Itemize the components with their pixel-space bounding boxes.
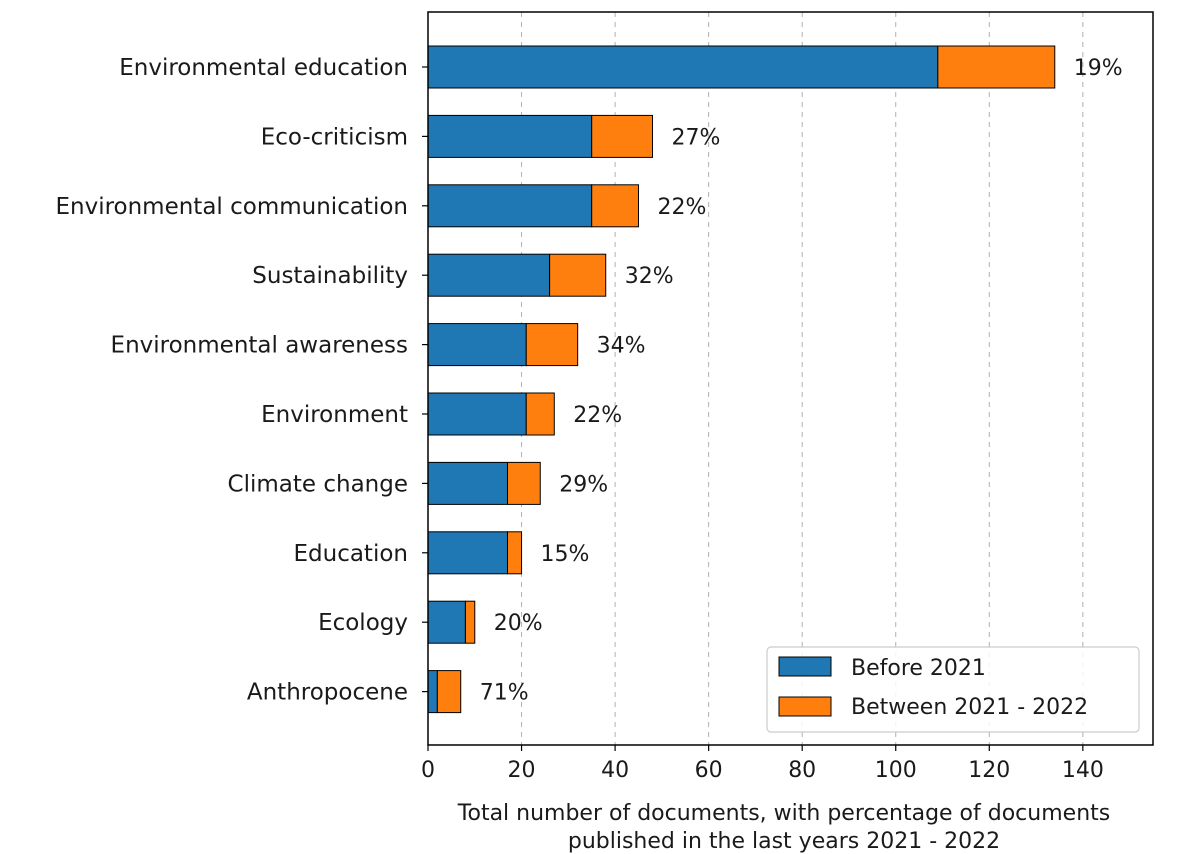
percentage-label: 71% bbox=[480, 681, 529, 706]
bar-before-2021 bbox=[427, 114, 593, 158]
percentage-label: 29% bbox=[559, 472, 608, 497]
bar-before-2021 bbox=[427, 323, 527, 367]
category-label: Anthropocene bbox=[247, 680, 408, 706]
percentage-label: 32% bbox=[625, 264, 674, 289]
x-tick-label: 80 bbox=[788, 758, 816, 783]
legend-swatch-between-2021-2022 bbox=[778, 696, 832, 717]
legend-label-between-2021-2022: Between 2021 - 2022 bbox=[851, 695, 1088, 720]
percentage-label: 27% bbox=[672, 125, 721, 150]
legend-swatch-before-2021 bbox=[778, 656, 832, 677]
bar-between-2021-2022 bbox=[507, 531, 523, 575]
x-tick-label: 120 bbox=[968, 758, 1010, 783]
percentage-label: 22% bbox=[657, 195, 706, 220]
x-tick-label: 40 bbox=[601, 758, 629, 783]
category-label: Climate change bbox=[228, 471, 408, 497]
legend: Before 2021 Between 2021 - 2022 bbox=[766, 646, 1140, 733]
percentage-label: 19% bbox=[1074, 56, 1123, 81]
bar-before-2021 bbox=[427, 600, 466, 644]
bar-between-2021-2022 bbox=[525, 392, 555, 436]
x-tick-label: 140 bbox=[1062, 758, 1104, 783]
bar-before-2021 bbox=[427, 531, 509, 575]
category-label: Eco-criticism bbox=[261, 124, 408, 150]
x-axis-label-line-2: published in the last years 2021 - 2022 bbox=[568, 829, 1000, 854]
category-label: Environment bbox=[261, 402, 408, 428]
legend-frame bbox=[766, 646, 1140, 733]
bar-between-2021-2022 bbox=[436, 670, 462, 714]
percentage-label: 34% bbox=[597, 334, 646, 359]
percentage-label: 22% bbox=[573, 403, 622, 428]
bars bbox=[427, 45, 1056, 714]
x-tick-label: 0 bbox=[421, 758, 435, 783]
bar-between-2021-2022 bbox=[507, 461, 541, 505]
bar-between-2021-2022 bbox=[525, 323, 579, 367]
x-axis-label-line-1: Total number of documents, with percenta… bbox=[457, 801, 1110, 826]
percentage-label: 20% bbox=[494, 611, 543, 636]
x-tick-label: 20 bbox=[508, 758, 536, 783]
bar-before-2021 bbox=[427, 461, 509, 505]
category-label: Environmental communication bbox=[55, 194, 408, 220]
bar-between-2021-2022 bbox=[937, 45, 1056, 89]
category-label: Environmental education bbox=[119, 55, 408, 81]
category-label: Ecology bbox=[318, 610, 408, 636]
percentage-label: 15% bbox=[541, 542, 590, 567]
legend-label-before-2021: Before 2021 bbox=[851, 656, 986, 681]
plot-frame bbox=[427, 11, 1154, 746]
bar-between-2021-2022 bbox=[549, 253, 607, 297]
x-tick-label: 100 bbox=[875, 758, 917, 783]
bar-before-2021 bbox=[427, 253, 551, 297]
percentage-labels: 19% 27% 22% 32% 34% 22% 29% 15% 20% 71% bbox=[480, 56, 1123, 706]
bar-before-2021 bbox=[427, 45, 939, 89]
bar-before-2021 bbox=[427, 184, 593, 228]
bar-before-2021 bbox=[427, 670, 438, 714]
category-label: Environmental awareness bbox=[111, 333, 408, 359]
x-tick-label: 60 bbox=[695, 758, 723, 783]
bar-before-2021 bbox=[427, 392, 527, 436]
bar-between-2021-2022 bbox=[464, 600, 476, 644]
category-label: Education bbox=[293, 541, 408, 567]
bar-between-2021-2022 bbox=[591, 184, 639, 228]
x-axis-ticks: 0 20 40 60 80 100 120 140 bbox=[421, 745, 1104, 783]
bar-between-2021-2022 bbox=[591, 114, 654, 158]
category-label: Sustainability bbox=[252, 263, 408, 289]
category-labels: Environmental education Eco-criticism Envi… bbox=[55, 55, 428, 706]
